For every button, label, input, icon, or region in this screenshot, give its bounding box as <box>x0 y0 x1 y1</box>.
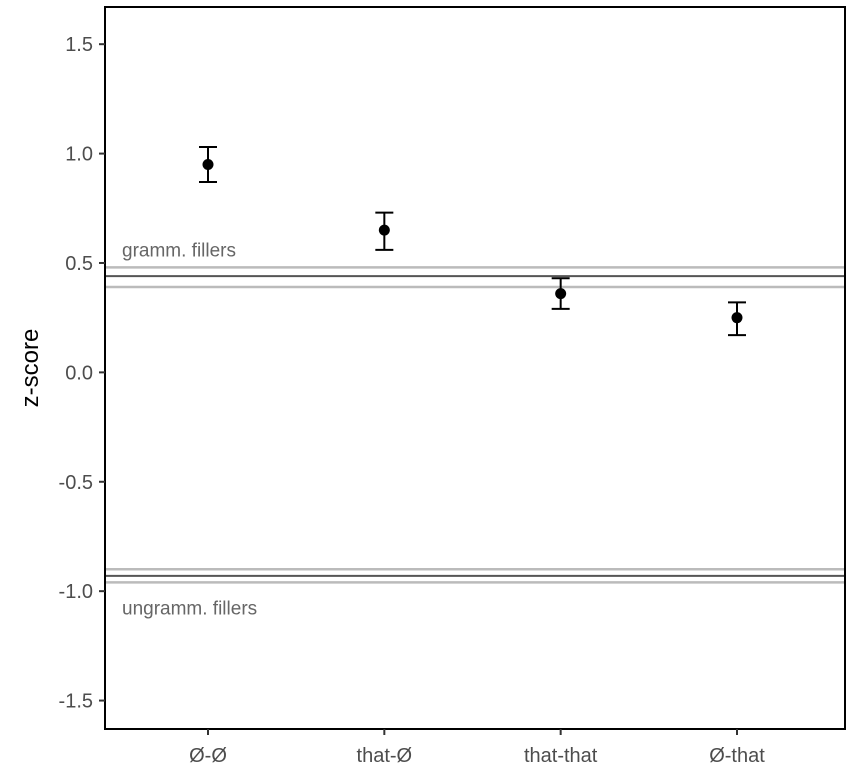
data-point-group <box>551 277 570 310</box>
x-tick-label: that-that <box>524 745 598 767</box>
data-points <box>199 146 746 337</box>
ungramm-fillers-label: ungramm. fillers <box>122 598 257 619</box>
reference-bands: gramm. fillers ungramm. fillers <box>105 240 845 619</box>
y-axis: -1.5 -1.0 -0.5 0.0 0.5 1.0 1.5 <box>59 34 105 713</box>
data-point-group <box>375 211 394 251</box>
y-tick-label: -1.5 <box>59 691 93 713</box>
data-point <box>378 224 390 236</box>
data-point <box>555 288 567 300</box>
y-tick-label: -0.5 <box>59 472 93 494</box>
x-tick-label: Ø-Ø <box>189 745 227 767</box>
plot-panel-border <box>104 6 846 730</box>
x-tick-label: Ø-that <box>709 745 765 767</box>
y-tick-label: -1.0 <box>59 581 93 603</box>
gramm-fillers-label: gramm. fillers <box>122 240 236 261</box>
x-axis: Ø-Ø that-Ø that-that Ø-that <box>189 729 765 767</box>
y-axis-title: z-score <box>17 329 44 408</box>
data-point <box>731 312 743 324</box>
data-point <box>202 159 214 171</box>
y-tick-label: 1.0 <box>65 144 93 166</box>
y-tick-label: 0.5 <box>65 253 93 275</box>
data-point-group <box>728 301 746 337</box>
y-tick-label: 1.5 <box>65 34 93 56</box>
x-tick-label: that-Ø <box>357 745 413 767</box>
data-point-group <box>199 146 217 184</box>
y-tick-label: 0.0 <box>65 362 93 384</box>
